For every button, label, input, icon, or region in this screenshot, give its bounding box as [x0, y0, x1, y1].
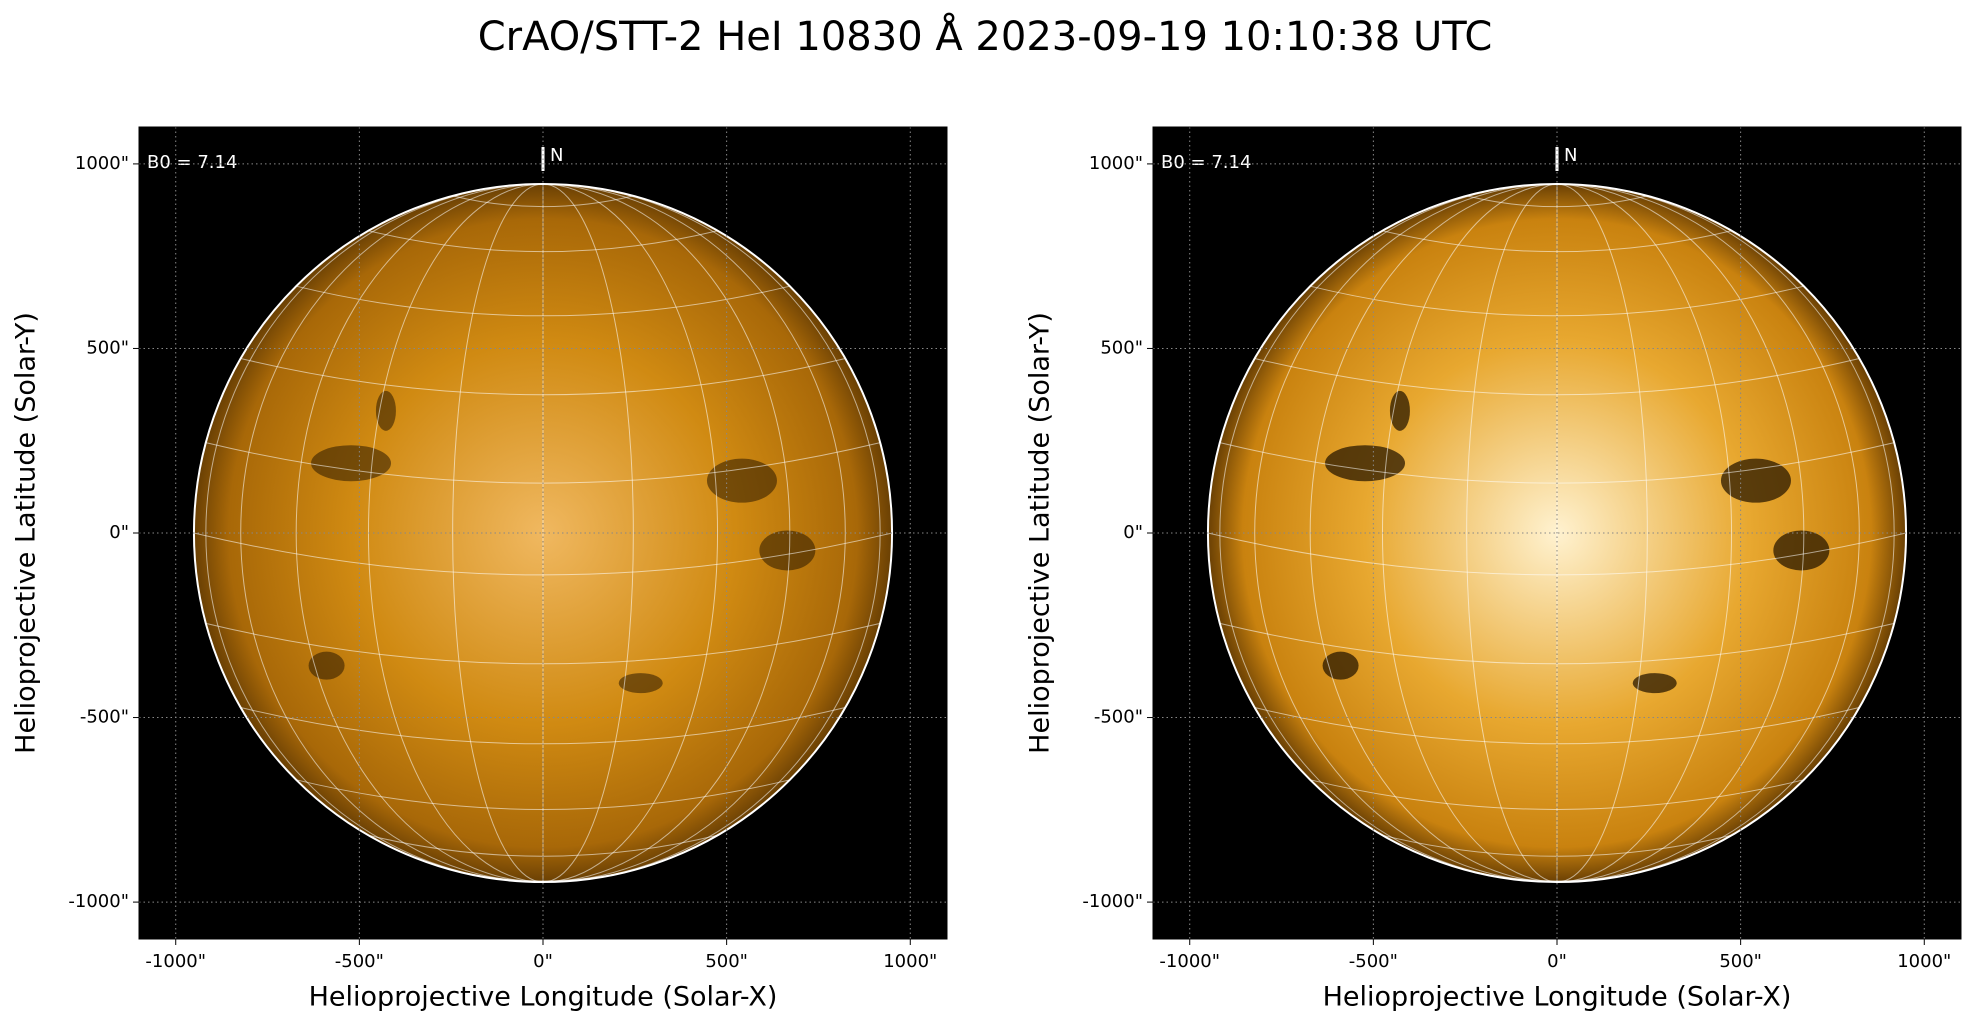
- longitude-line: [1556, 183, 1860, 883]
- north-label: N: [550, 145, 563, 166]
- longitude-line: [1556, 183, 1648, 883]
- longitude-line: [1219, 183, 1558, 883]
- filament: [375, 390, 396, 431]
- filament: [759, 530, 816, 571]
- y-tick-label: -1000": [68, 891, 129, 912]
- y-tick-label: 500": [1100, 337, 1143, 358]
- x-tick-label: 500": [705, 951, 748, 972]
- filament: [1773, 530, 1830, 571]
- axes-frame: [138, 126, 948, 940]
- x-tick-label: 0": [533, 951, 553, 972]
- longitude-line: [542, 183, 881, 883]
- y-tick-label: 0": [1123, 522, 1143, 543]
- longitude-line: [1556, 183, 1805, 883]
- longitude-line: [542, 183, 791, 883]
- x-tick-label: 1000": [1897, 951, 1951, 972]
- y-tick-label: -1000": [1082, 891, 1143, 912]
- y-axis-label: Helioprojective Latitude (Solar-Y): [11, 312, 42, 754]
- x-tick-label: 500": [1719, 951, 1762, 972]
- x-tick-label: 0": [1547, 951, 1567, 972]
- filament: [1322, 651, 1359, 680]
- y-axis-label: Helioprojective Latitude (Solar-Y): [1025, 312, 1056, 754]
- longitude-line: [295, 183, 544, 883]
- longitude-line: [452, 183, 544, 883]
- axes-frame: [1152, 126, 1962, 940]
- north-label: N: [1564, 145, 1577, 166]
- y-tick-label: -500": [1094, 707, 1143, 728]
- longitude-line: [1556, 183, 1895, 883]
- filament: [1389, 390, 1410, 431]
- annotation: B0 = 7.14: [1161, 152, 1251, 173]
- longitude-line: [1254, 183, 1558, 883]
- longitude-line: [542, 183, 634, 883]
- longitude-line: [205, 183, 544, 883]
- x-tick-label: -500": [1349, 951, 1398, 972]
- x-tick-label: 1000": [883, 951, 937, 972]
- x-tick-label: -500": [335, 951, 384, 972]
- filament: [1632, 673, 1677, 694]
- x-tick-label: -1000": [1159, 951, 1220, 972]
- figure-title: CrAO/STT-2 HeI 10830 Å 2023-09-19 10:10:…: [478, 12, 1493, 60]
- filament: [618, 673, 663, 694]
- y-tick-label: -500": [80, 707, 129, 728]
- y-tick-label: 500": [86, 337, 129, 358]
- filament: [308, 651, 345, 680]
- x-axis-label: Helioprojective Longitude (Solar-X): [1323, 982, 1792, 1013]
- x-tick-label: -1000": [145, 951, 206, 972]
- x-axis-label: Helioprojective Longitude (Solar-X): [309, 982, 778, 1013]
- y-tick-label: 1000": [75, 153, 129, 174]
- filament: [1720, 458, 1791, 503]
- longitude-line: [240, 183, 544, 883]
- y-tick-label: 1000": [1089, 153, 1143, 174]
- annotation: B0 = 7.14: [147, 152, 237, 173]
- filament: [706, 458, 777, 503]
- longitude-line: [1309, 183, 1558, 883]
- y-tick-label: 0": [109, 522, 129, 543]
- longitude-line: [1466, 183, 1558, 883]
- longitude-line: [542, 183, 718, 883]
- longitude-line: [1556, 183, 1732, 883]
- longitude-line: [542, 183, 846, 883]
- filament: [311, 445, 392, 482]
- filament: [1325, 445, 1406, 482]
